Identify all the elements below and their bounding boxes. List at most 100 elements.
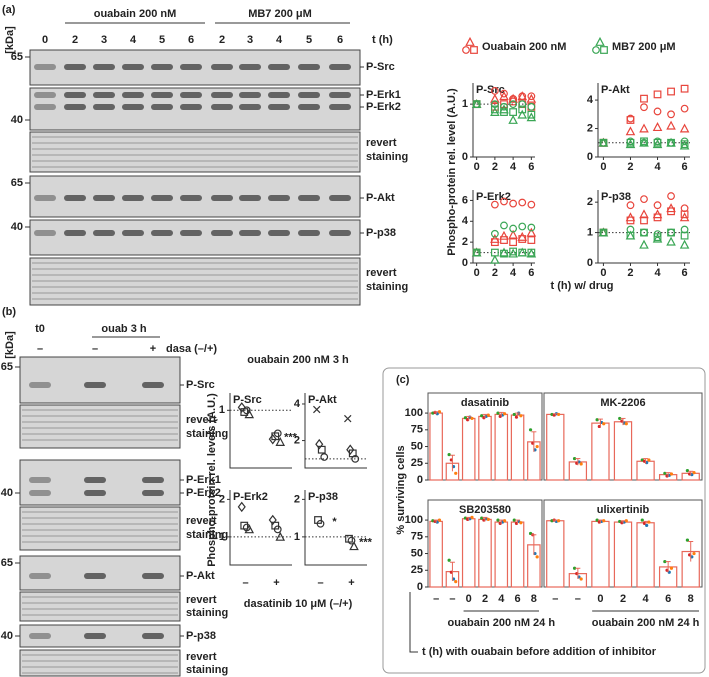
marker-triangle bbox=[666, 236, 676, 246]
marker-square bbox=[640, 216, 648, 225]
data-point bbox=[669, 566, 674, 570]
band bbox=[151, 64, 173, 70]
bar bbox=[546, 413, 565, 481]
blot-label: P-p38 bbox=[366, 227, 396, 239]
axes bbox=[229, 490, 292, 566]
bar bbox=[478, 415, 492, 481]
marker-square bbox=[472, 100, 481, 109]
lane-label: 3 bbox=[101, 34, 107, 46]
marker-square bbox=[599, 138, 608, 147]
blot bbox=[29, 131, 361, 173]
group-label: ouabain 200 nM 24 h bbox=[447, 617, 555, 629]
marker-square bbox=[599, 228, 608, 237]
group-label: ouabain 200 nM 24 h bbox=[592, 617, 700, 629]
bar bbox=[461, 417, 476, 481]
band bbox=[29, 573, 51, 579]
band bbox=[122, 230, 144, 236]
marker-square bbox=[317, 445, 326, 454]
band bbox=[329, 92, 351, 98]
y-tick-label: 2 bbox=[587, 122, 593, 134]
marker-triangle bbox=[526, 93, 537, 103]
marker-diamond bbox=[346, 444, 355, 455]
kda-marker: 65 bbox=[11, 51, 23, 63]
band bbox=[211, 195, 233, 201]
marker-square bbox=[667, 207, 675, 216]
data-point bbox=[480, 414, 484, 418]
band bbox=[64, 104, 86, 110]
blot bbox=[19, 404, 181, 449]
data-point bbox=[572, 566, 577, 570]
marker-circle bbox=[273, 429, 282, 438]
y-axis-label: Phospho-protein rel. level (A.U.) bbox=[446, 88, 458, 256]
band bbox=[34, 64, 56, 70]
marker-triangle bbox=[490, 254, 500, 264]
marker-circle bbox=[527, 200, 536, 209]
marker-square bbox=[653, 138, 662, 147]
bar bbox=[510, 414, 525, 481]
chart-group-title: ouabain 200 nM 3 h bbox=[247, 354, 349, 366]
blot-label: staining bbox=[186, 664, 228, 676]
x-tick-label: 0 bbox=[466, 593, 472, 605]
marker-square bbox=[626, 231, 635, 240]
marker-triangle bbox=[639, 239, 649, 249]
band bbox=[268, 230, 290, 236]
x-tick-label: 8 bbox=[688, 593, 694, 605]
kda-marker: 40 bbox=[1, 487, 13, 499]
band bbox=[93, 195, 115, 201]
kda-marker: 40 bbox=[11, 114, 23, 126]
x-tick-label: 4 bbox=[654, 161, 661, 173]
blot bbox=[19, 506, 181, 551]
band bbox=[151, 104, 173, 110]
marker-circle bbox=[347, 536, 356, 545]
x-tick-label: 4 bbox=[510, 161, 517, 173]
x-tick-label: + bbox=[348, 577, 354, 589]
chart-title: P-Src bbox=[233, 394, 262, 406]
marker-square bbox=[667, 138, 675, 147]
marker-square bbox=[626, 138, 635, 147]
marker-square bbox=[640, 137, 648, 146]
y-tick-label: 0 bbox=[587, 151, 593, 163]
data-point bbox=[486, 517, 490, 522]
y-tick-label: 100 bbox=[405, 514, 423, 526]
band bbox=[268, 92, 290, 98]
blot-label: revert bbox=[186, 515, 217, 527]
y-tick-label: 1 bbox=[294, 531, 300, 543]
marker-square bbox=[518, 235, 527, 243]
blot-label: staining bbox=[366, 281, 408, 293]
y-tick-label: 2 bbox=[587, 196, 593, 208]
x-tick-label: 0 bbox=[600, 267, 606, 279]
marker-circle bbox=[509, 224, 518, 233]
x-axis-label: t (h) with ouabain before addition of in… bbox=[422, 646, 657, 658]
kda-marker: 65 bbox=[1, 557, 13, 569]
marker-square bbox=[527, 110, 536, 119]
marker-circle bbox=[509, 199, 518, 208]
data-point bbox=[624, 519, 628, 523]
marker-triangle bbox=[526, 112, 537, 122]
band bbox=[151, 230, 173, 236]
band bbox=[239, 195, 261, 201]
y-tick-label: 50 bbox=[411, 440, 423, 452]
marker-triangle bbox=[275, 531, 286, 541]
marker-circle bbox=[518, 100, 527, 109]
data-point bbox=[447, 558, 451, 562]
marker-square bbox=[626, 116, 635, 124]
lane-label: 5 bbox=[159, 34, 165, 46]
axes bbox=[304, 393, 367, 469]
bar bbox=[546, 520, 565, 588]
x-tick-label: 6 bbox=[528, 267, 534, 279]
marker-diamond bbox=[315, 438, 324, 450]
band bbox=[268, 195, 290, 201]
marker-circle bbox=[316, 519, 325, 528]
bar bbox=[510, 521, 525, 588]
data-point bbox=[572, 456, 577, 461]
x-axis-label: t (h) w/ drug bbox=[551, 280, 614, 292]
marker-circle bbox=[351, 454, 360, 463]
x-tick-label: 4 bbox=[654, 267, 661, 279]
band bbox=[211, 64, 233, 70]
data-point bbox=[512, 518, 516, 522]
x-tick-label: 2 bbox=[492, 161, 498, 173]
chart-title: P-Akt bbox=[601, 84, 630, 96]
marker-circle bbox=[509, 100, 518, 109]
band bbox=[180, 92, 202, 98]
lane-label: 6 bbox=[337, 34, 343, 46]
